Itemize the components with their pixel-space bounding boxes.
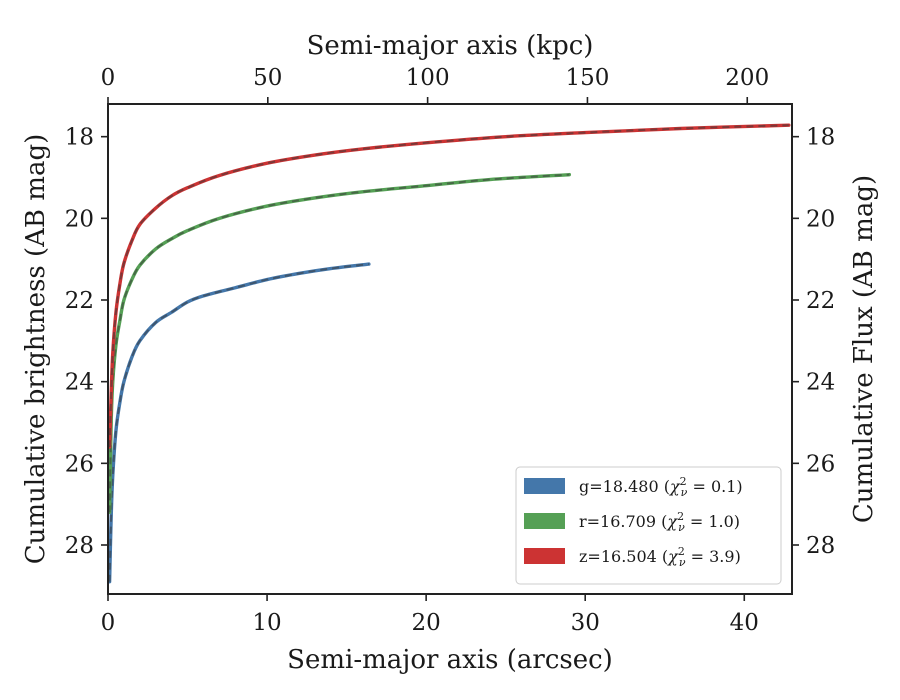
series-model-line-r <box>108 173 570 513</box>
legend-swatch-r <box>524 513 565 529</box>
ticks-layer: 0 10 20 30 40 0 50 100 150 200 18 18 20 20 22 22 24 24 26 2… <box>65 65 836 636</box>
right-y-tick-label: 26 <box>806 451 835 477</box>
bottom-x-tick-label: 10 <box>252 610 281 636</box>
left-y-axis-title: Cumulative brightness (AB mag) <box>21 134 51 565</box>
series-model-line-g <box>108 263 369 582</box>
left-y-tick-label: 26 <box>65 451 94 477</box>
bottom-x-axis-title: Semi-major axis (arcsec) <box>287 645 613 675</box>
top-x-tick-label: 100 <box>406 65 450 91</box>
top-x-tick-label: 200 <box>725 65 769 91</box>
top-x-tick-label: 150 <box>565 65 609 91</box>
bottom-x-tick-label: 0 <box>101 610 116 636</box>
top-x-tick-label: 0 <box>101 65 116 91</box>
legend-swatch-g <box>524 478 565 494</box>
series-line-g <box>107 262 371 584</box>
left-y-tick-label: 28 <box>65 533 94 559</box>
legend-frame <box>515 466 782 585</box>
right-y-axis-title: Cumulative Flux (AB mag) <box>849 175 879 523</box>
legend: g=18.480 (χ2 ν = 0.1) r=16.709 (χ2 ν = 1.0)… <box>515 466 782 585</box>
series-model-line-z <box>108 124 789 448</box>
series-layer <box>107 123 791 584</box>
bottom-x-tick-label: 40 <box>730 610 759 636</box>
right-y-tick-label: 20 <box>806 206 835 232</box>
right-y-tick-label: 24 <box>806 370 835 396</box>
top-x-axis-title: Semi-major axis (kpc) <box>307 31 594 61</box>
right-y-tick-label: 22 <box>806 288 835 314</box>
left-y-tick-label: 20 <box>65 206 94 232</box>
bottom-x-tick-label: 20 <box>411 610 440 636</box>
right-y-tick-label: 28 <box>806 533 835 559</box>
bottom-x-tick-label: 30 <box>571 610 600 636</box>
top-x-tick-label: 50 <box>253 65 282 91</box>
series-line-r <box>107 172 571 515</box>
left-y-tick-label: 24 <box>65 370 94 396</box>
legend-label-r: r=16.709 (χ2 ν = 1.0) <box>579 510 740 534</box>
legend-label-g: g=18.480 (χ2 ν = 0.1) <box>579 475 743 499</box>
legend-swatch-z <box>524 548 565 564</box>
left-y-tick-label: 18 <box>65 125 94 151</box>
plot-frame <box>107 103 793 595</box>
right-y-tick-label: 18 <box>806 125 835 151</box>
left-y-tick-label: 22 <box>65 288 94 314</box>
legend-label-z: z=16.504 (χ2 ν = 3.9) <box>579 545 741 569</box>
series-line-z <box>107 123 791 449</box>
